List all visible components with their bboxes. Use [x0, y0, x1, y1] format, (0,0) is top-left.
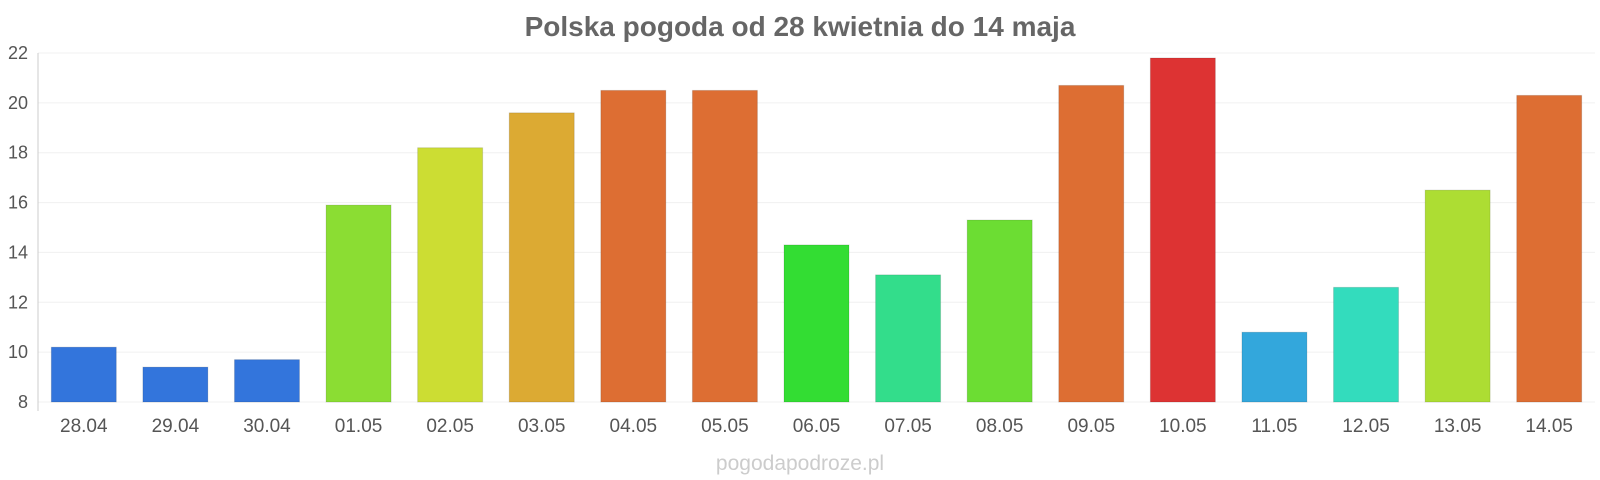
- y-tick-label: 14: [8, 242, 28, 262]
- bar: [1149, 57, 1216, 403]
- bar-series: [50, 57, 1583, 403]
- x-tick-label: 29.04: [152, 416, 200, 437]
- bar: [875, 274, 942, 403]
- y-tick-label: 16: [8, 193, 28, 213]
- bar: [600, 89, 667, 403]
- bar: [142, 366, 209, 403]
- x-tick-label: 08.05: [976, 416, 1024, 437]
- bar: [233, 359, 300, 403]
- bar: [325, 204, 392, 403]
- bar: [1333, 286, 1400, 403]
- x-tick-label: 04.05: [610, 416, 658, 437]
- x-tick-label: 13.05: [1434, 416, 1482, 437]
- x-tick-label: 05.05: [701, 416, 749, 437]
- x-tick-label: 09.05: [1067, 416, 1115, 437]
- x-tick-label: 28.04: [60, 416, 108, 437]
- bar: [417, 147, 484, 403]
- bar: [966, 219, 1033, 403]
- chart-title: Polska pogoda od 28 kwietnia do 14 maja: [525, 11, 1076, 42]
- x-tick-label: 10.05: [1159, 416, 1207, 437]
- bar: [1516, 94, 1583, 403]
- y-tick-label: 18: [8, 143, 28, 163]
- x-tick-label: 07.05: [884, 416, 932, 437]
- bar: [783, 244, 850, 403]
- x-tick-label: 12.05: [1342, 416, 1390, 437]
- bar: [1058, 84, 1125, 403]
- bar: [1424, 189, 1491, 403]
- y-axis: 8 10 12 14 16 18 20 22: [8, 43, 28, 412]
- y-tick-label: 8: [18, 392, 28, 412]
- x-tick-label: 01.05: [335, 416, 383, 437]
- y-tick-label: 10: [8, 342, 28, 362]
- bar: [508, 112, 575, 403]
- x-tick-label: 30.04: [243, 416, 291, 437]
- x-axis: 28.04 29.04 30.04 01.05 02.05 03.05 04.05 05.05…: [60, 416, 1573, 437]
- x-tick-label: 11.05: [1251, 416, 1297, 437]
- bar: [50, 346, 117, 403]
- x-tick-label: 06.05: [793, 416, 841, 437]
- x-tick-label: 14.05: [1525, 416, 1573, 437]
- x-tick-label: 02.05: [426, 416, 474, 437]
- watermark: pogodapodroze.pl: [716, 452, 884, 475]
- y-tick-label: 12: [8, 292, 28, 312]
- y-tick-label: 22: [8, 43, 28, 63]
- bar: [691, 89, 758, 403]
- bar: [1241, 331, 1308, 403]
- x-tick-label: 03.05: [518, 416, 566, 437]
- y-tick-label: 20: [8, 93, 28, 113]
